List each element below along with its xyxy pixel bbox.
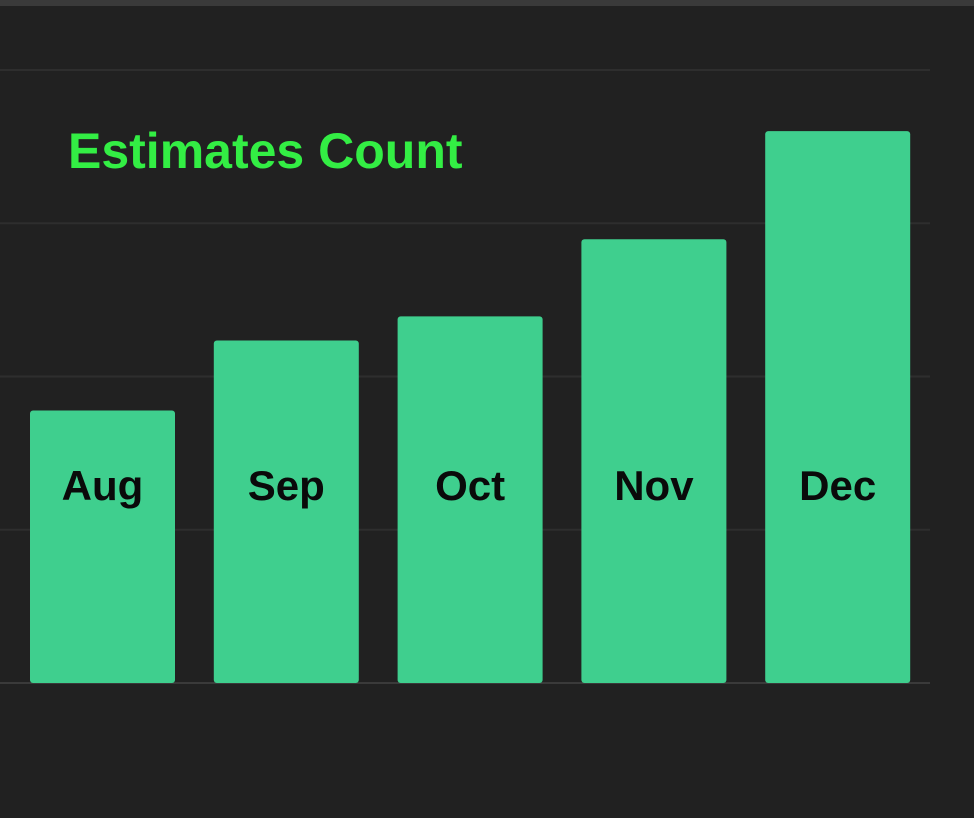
- label-layer: Aug Sep Oct Nov Dec: [62, 462, 877, 509]
- bar-label-aug: Aug: [62, 462, 144, 509]
- bar-label-nov: Nov: [614, 462, 694, 509]
- bar-sep: [213, 340, 359, 683]
- chart-title: Estimates Count: [68, 123, 463, 179]
- bar-aug: [30, 410, 175, 683]
- bar-label-oct: Oct: [435, 462, 505, 509]
- bar-label-dec: Dec: [799, 462, 876, 509]
- bar-dec: [765, 131, 911, 683]
- bar-oct: [397, 316, 543, 683]
- bar-nov: [581, 239, 727, 684]
- top-border: [0, 0, 974, 6]
- bar-label-sep: Sep: [248, 462, 325, 509]
- bar-layer: [30, 131, 911, 684]
